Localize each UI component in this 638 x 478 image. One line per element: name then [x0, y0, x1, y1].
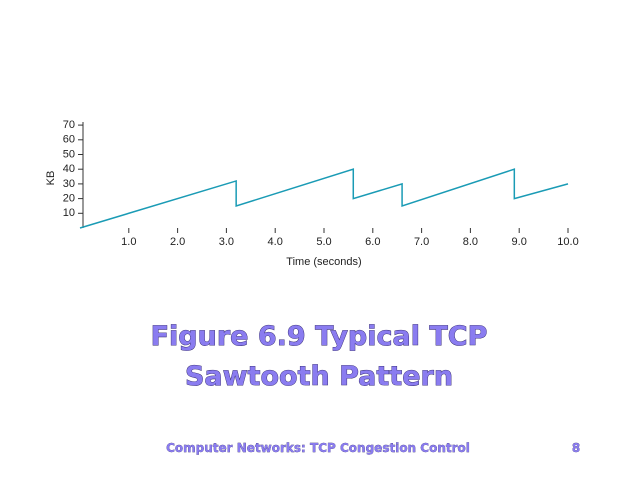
page-number: 8 [572, 441, 580, 455]
slide-title: Figure 6.9 Typical TCP [151, 321, 488, 352]
x-tick-label: 3.0 [219, 236, 234, 248]
x-tick-label: 9.0 [512, 236, 527, 248]
slide-title: Sawtooth Pattern [185, 361, 453, 392]
x-tick-label: 2.0 [170, 236, 185, 248]
y-axis-label: KB [45, 171, 57, 186]
x-axis-label: Time (seconds) [286, 256, 361, 268]
x-tick-label: 10.0 [557, 236, 578, 248]
x-tick-label: 5.0 [316, 236, 331, 248]
x-tick-label: 7.0 [414, 236, 429, 248]
x-tick-label: 1.0 [121, 236, 136, 248]
x-tick-label: 4.0 [268, 236, 283, 248]
y-tick-label: 70 [63, 119, 75, 131]
data-line [79, 168, 569, 229]
footer: Computer Networks: TCP Congestion Contro… [166, 441, 470, 455]
y-tick-label: 10 [63, 207, 75, 219]
x-tick-label: 6.0 [365, 236, 380, 248]
y-tick-label: 50 [63, 148, 75, 160]
x-tick-label: 8.0 [463, 236, 478, 248]
y-tick-label: 60 [63, 134, 75, 146]
y-tick-label: 40 [63, 163, 75, 175]
y-tick-label: 20 [63, 193, 75, 205]
y-tick-label: 30 [63, 178, 75, 190]
